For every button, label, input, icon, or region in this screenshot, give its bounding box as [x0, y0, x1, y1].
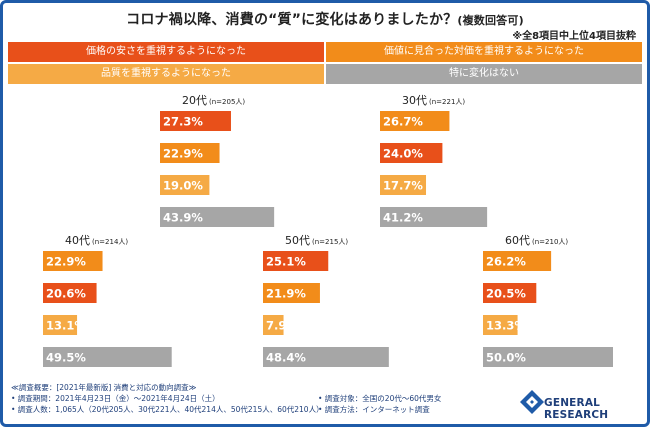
panel-heading-50s: 50代 (n=215人): [285, 234, 348, 247]
bar-40s-1: [43, 283, 97, 303]
bar-50s-0: [263, 251, 329, 271]
note-text: ※全8項目中上位4項目抜粋: [512, 31, 636, 42]
sample-size-50s: (n=215人): [312, 238, 348, 246]
legend-quality: 品質を重視するようになった: [8, 64, 324, 84]
bar-30s-3: [380, 207, 488, 227]
bar-20s-2: [160, 175, 210, 195]
panel-heading-30s: 30代 (n=221人): [402, 94, 465, 107]
bar-label-40s-2: 13.1%: [46, 319, 86, 333]
legend-value-for-price: 価値に見合った対価を重視するようになった: [326, 42, 642, 62]
survey-respondents: • 調査人数：1,065人（20代205人、30代221人、40代214人、50…: [11, 405, 324, 414]
bar-60s-2: [483, 315, 518, 335]
bar-label-40s-0: 22.9%: [46, 255, 86, 269]
bar-60s-1: [483, 283, 537, 303]
bar-label-60s-3: 50.0%: [486, 351, 526, 365]
age-group-20s: 20代: [182, 94, 207, 107]
survey-summary: ≪調査概要：[2021年最新版] 消費と対応の動向調査≫ • 調査期間：2021…: [11, 382, 324, 415]
title-sub: (複数回答可): [457, 14, 524, 27]
bar-label-60s-1: 20.5%: [486, 287, 526, 301]
age-group-60s: 60代: [505, 234, 530, 247]
bar-label-30s-2: 17.7%: [383, 179, 423, 193]
sample-size-20s: (n=205人): [209, 98, 245, 106]
bar-40s-0: [43, 251, 103, 271]
panel-heading-60s: 60代 (n=210人): [505, 234, 568, 247]
bar-label-20s-2: 19.0%: [163, 179, 203, 193]
survey-period: • 調査期間：2021年4月23日（金）～2021年4月24日（土）: [11, 394, 220, 403]
bar-50s-3: [263, 347, 389, 367]
bar-label-20s-3: 43.9%: [163, 211, 203, 225]
bar-label-50s-2: 7.9%: [266, 319, 298, 333]
age-group-40s: 40代: [65, 234, 90, 247]
bar-label-30s-3: 41.2%: [383, 211, 423, 225]
survey-method: • 調査方法：インターネット調査: [318, 405, 430, 414]
bar-label-40s-1: 20.6%: [46, 287, 86, 301]
bar-20s-1: [160, 143, 220, 163]
bar-20s-3: [160, 207, 275, 227]
logo-text: GENERAL RESEARCH: [544, 397, 609, 421]
bar-label-50s-0: 25.1%: [266, 255, 306, 269]
sample-size-30s: (n=221人): [429, 98, 465, 106]
bar-label-50s-3: 48.4%: [266, 351, 306, 365]
bar-30s-0: [380, 111, 450, 131]
survey-target: • 調査対象：全国の20代～60代男女: [318, 394, 442, 403]
age-group-30s: 30代: [402, 94, 427, 107]
legend-price-cheapness: 価格の安さを重視するようになった: [8, 42, 324, 62]
sample-size-60s: (n=210人): [532, 238, 568, 246]
panel-heading-20s: 20代 (n=205人): [182, 94, 245, 107]
bar-20s-0: [160, 111, 231, 131]
bar-60s-0: [483, 251, 552, 271]
bar-label-20s-1: 22.9%: [163, 147, 203, 161]
bar-50s-1: [263, 283, 320, 303]
survey-summary-title: ≪調査概要：[2021年最新版] 消費と対応の動向調査≫: [11, 383, 197, 392]
panel-heading-40s: 40代 (n=214人): [65, 234, 128, 247]
bar-30s-1: [380, 143, 443, 163]
bar-50s-2: [263, 315, 284, 335]
bar-label-40s-3: 49.5%: [46, 351, 86, 365]
bar-40s-2: [43, 315, 78, 335]
legend-no-change: 特に変化はない: [326, 64, 642, 84]
bar-label-60s-2: 13.3%: [486, 319, 526, 333]
bar-label-50s-1: 21.9%: [266, 287, 306, 301]
general-research-logo-icon: [520, 390, 544, 414]
sample-size-40s: (n=214人): [92, 238, 128, 246]
bar-label-30s-1: 24.0%: [383, 147, 423, 161]
bar-label-30s-0: 26.7%: [383, 115, 423, 129]
title-main: コロナ禍以降、消費の“質”に変化はありましたか？: [126, 12, 458, 28]
bar-60s-3: [483, 347, 613, 367]
bar-40s-3: [43, 347, 172, 367]
age-group-50s: 50代: [285, 234, 310, 247]
bar-30s-2: [380, 175, 427, 195]
bar-label-60s-0: 26.2%: [486, 255, 526, 269]
survey-details: • 調査対象：全国の20代～60代男女 • 調査方法：インターネット調査: [318, 393, 441, 415]
bar-label-20s-0: 27.3%: [163, 115, 203, 129]
page-title: コロナ禍以降、消費の“質”に変化はありましたか？(複数回答可): [0, 9, 650, 29]
